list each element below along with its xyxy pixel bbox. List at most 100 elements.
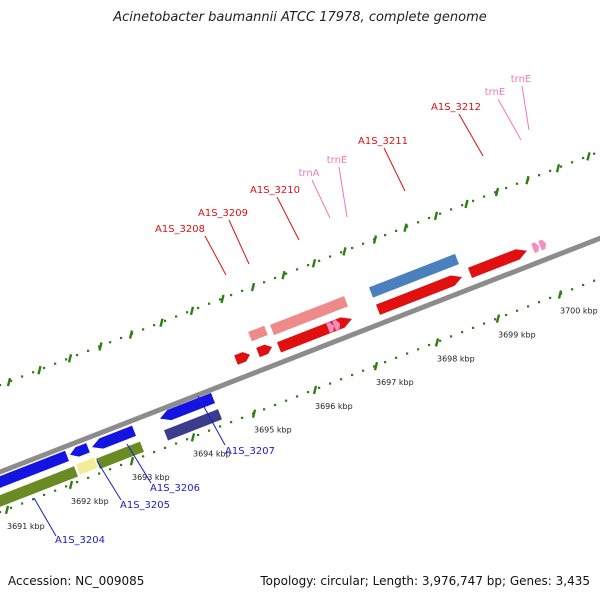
ruler-label: 3691 kbp — [7, 522, 45, 531]
lower-tick-dot — [428, 343, 431, 347]
lower-tick-dot — [186, 438, 189, 441]
upper-tick-dot — [384, 234, 387, 237]
reverse-label-leader — [33, 497, 57, 537]
lower-tick-dot — [461, 331, 464, 334]
reverse-gene-label: A1S_3205 — [120, 500, 170, 511]
lower-tick-dot — [241, 416, 244, 419]
trna-arrow-shape — [531, 242, 540, 254]
trna-arrow — [538, 239, 547, 251]
reverse-gene-arrow-shape — [92, 425, 136, 449]
lower-tick-dot — [142, 455, 145, 458]
forward-label-leader — [338, 166, 348, 218]
lower-tick-dot — [285, 399, 288, 402]
upper-tick-dot — [505, 186, 508, 190]
upper-tick-dot — [241, 289, 244, 292]
lower-tick-dot — [109, 468, 112, 471]
lower-tick-dot — [593, 279, 596, 282]
upper-tick-dot — [219, 298, 222, 301]
upper-tick-dot — [285, 272, 288, 275]
ruler-tick — [373, 361, 379, 371]
upper-ruler-tick — [403, 223, 408, 232]
reverse-gene-arrow-shape — [70, 443, 90, 457]
reverse-gene-label: A1S_3207 — [225, 446, 275, 457]
forward-label-leader — [497, 98, 522, 141]
forward-label-leader — [276, 196, 300, 241]
lower-tick-dot — [494, 318, 497, 321]
forward-label-leader — [521, 85, 530, 131]
upper-ruler-tick — [433, 211, 439, 221]
genome-summary-text: Topology: circular; Length: 3,976,747 bp… — [260, 574, 590, 588]
reverse-gene-arrow-shape — [160, 392, 215, 421]
lower-tick-dot — [406, 352, 409, 355]
upper-tick-dot — [164, 319, 167, 322]
lower-tick-dot — [54, 489, 57, 492]
upper-tick-dot — [395, 229, 398, 232]
upper-tick-dot — [362, 242, 365, 245]
upper-tick-dot — [428, 216, 431, 220]
reverse-label-leader — [197, 395, 226, 446]
upper-tick-dot — [472, 199, 475, 202]
reverse-label-leader — [126, 443, 152, 484]
upper-tick-dot — [461, 204, 464, 207]
ruler-tick — [557, 290, 563, 299]
upper-ruler-tick — [67, 354, 73, 363]
upper-tick-dot — [197, 306, 200, 310]
forward-gene-arrow — [468, 249, 528, 279]
upper-tick-dot — [340, 251, 343, 254]
reverse-gene-arrow — [0, 466, 78, 509]
forward-label-leader — [228, 219, 250, 265]
lower-tick-dot — [527, 305, 530, 308]
upper-ruler-tick — [281, 270, 286, 280]
forward-gene-label: A1S_3208 — [155, 224, 205, 235]
lower-tick-dot — [340, 378, 343, 381]
reverse-gene-arrow — [92, 425, 136, 449]
forward-label-leader — [204, 235, 227, 276]
upper-tick-dot — [329, 255, 332, 258]
lower-tick-dot — [417, 348, 420, 351]
lower-tick-dot — [307, 391, 310, 394]
lower-tick-dot — [274, 403, 277, 407]
ruler-tick — [129, 456, 135, 466]
backbone-line — [0, 235, 600, 475]
lower-tick-dot — [175, 442, 178, 445]
upper-tick-dot — [483, 195, 486, 198]
forward-gene-arrow-shape — [369, 253, 459, 298]
lower-tick-dot — [219, 425, 222, 428]
upper-tick-dot — [450, 208, 453, 211]
forward-gene-label: A1S_3209 — [198, 208, 248, 219]
lower-tick-dot — [373, 365, 376, 368]
forward-gene-label: A1S_3210 — [250, 185, 300, 196]
upper-ruler-tick — [464, 199, 469, 209]
upper-tick-dot — [582, 156, 585, 160]
trna-arrow-shape — [332, 319, 341, 331]
ruler-label: 3696 kbp — [315, 402, 353, 411]
trna-arrow — [531, 242, 540, 254]
forward-gene-arrow — [256, 344, 272, 358]
upper-tick-dot — [21, 375, 24, 378]
ruler-tick — [495, 314, 501, 323]
forward-gene-arrow-shape — [256, 344, 272, 358]
lower-tick-dot — [549, 296, 552, 299]
forward-gene-label: A1S_3212 — [431, 102, 481, 113]
upper-ruler-tick — [311, 259, 317, 268]
ruler-tick — [190, 433, 196, 442]
lower-tick-dot — [98, 472, 101, 475]
upper-tick-dot — [175, 315, 178, 318]
lower-tick-dot — [362, 369, 365, 372]
lower-tick-dot — [505, 313, 508, 317]
reverse-gene-arrow-shape — [164, 409, 222, 441]
lower-tick-dot — [230, 421, 233, 424]
forward-label-leader — [458, 113, 484, 157]
upper-ruler-tick — [342, 247, 347, 256]
upper-tick-dot — [560, 165, 563, 168]
forward-label-leader — [311, 179, 331, 219]
forward-gene-arrow-shape — [248, 325, 268, 342]
forward-gene-arrow-shape — [270, 296, 348, 336]
upper-tick-dot — [417, 221, 420, 224]
upper-ruler-tick — [250, 282, 256, 292]
forward-gene-arrow-shape — [234, 352, 250, 365]
lower-tick-dot — [32, 498, 35, 501]
reverse-label-leader — [96, 460, 122, 501]
lower-tick-dot — [120, 463, 123, 467]
